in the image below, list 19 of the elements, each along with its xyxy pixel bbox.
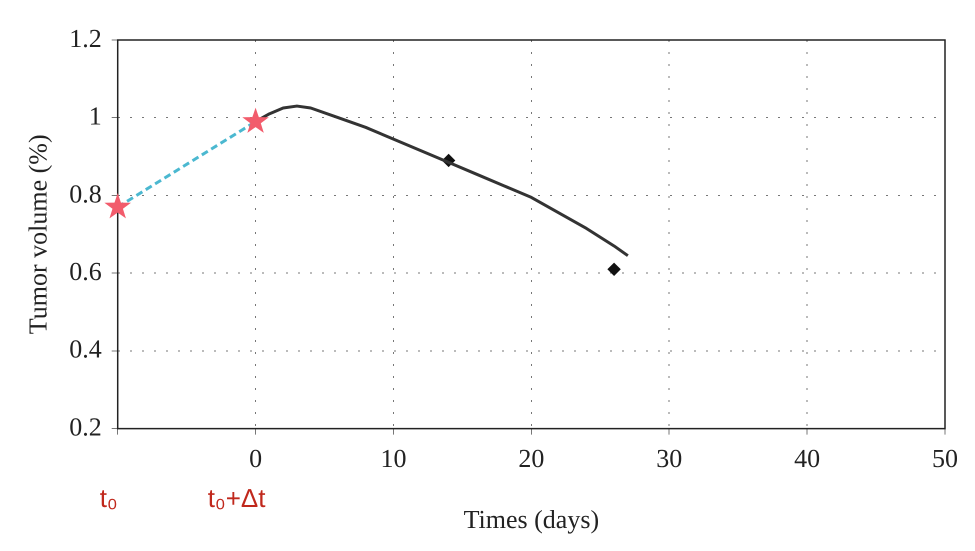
point: [608, 262, 621, 276]
y-tick-label: 1.2: [69, 24, 102, 53]
y-tick-label: 0.4: [69, 334, 102, 364]
x-tick-label: 10: [380, 444, 406, 474]
y-tick-label: 0.2: [69, 412, 102, 442]
x-tick-label: 40: [794, 444, 820, 474]
point: [104, 193, 132, 218]
y-tick-label: 0.6: [69, 256, 102, 286]
x-tick-label: 0: [249, 444, 262, 474]
x-tick-label: 20: [518, 444, 544, 474]
point: [242, 108, 269, 133]
y-axis-title: Tumor volume (%): [23, 134, 52, 334]
x-axis-title: Times (days): [464, 505, 600, 534]
text: t₀: [100, 482, 118, 513]
text: t₀+Δt: [208, 482, 266, 513]
x-tick-label: 30: [656, 444, 682, 474]
x-tick-label: 50: [932, 444, 958, 474]
y-tick-label: 1: [88, 102, 102, 131]
y-tick-label: 0.8: [69, 179, 102, 208]
